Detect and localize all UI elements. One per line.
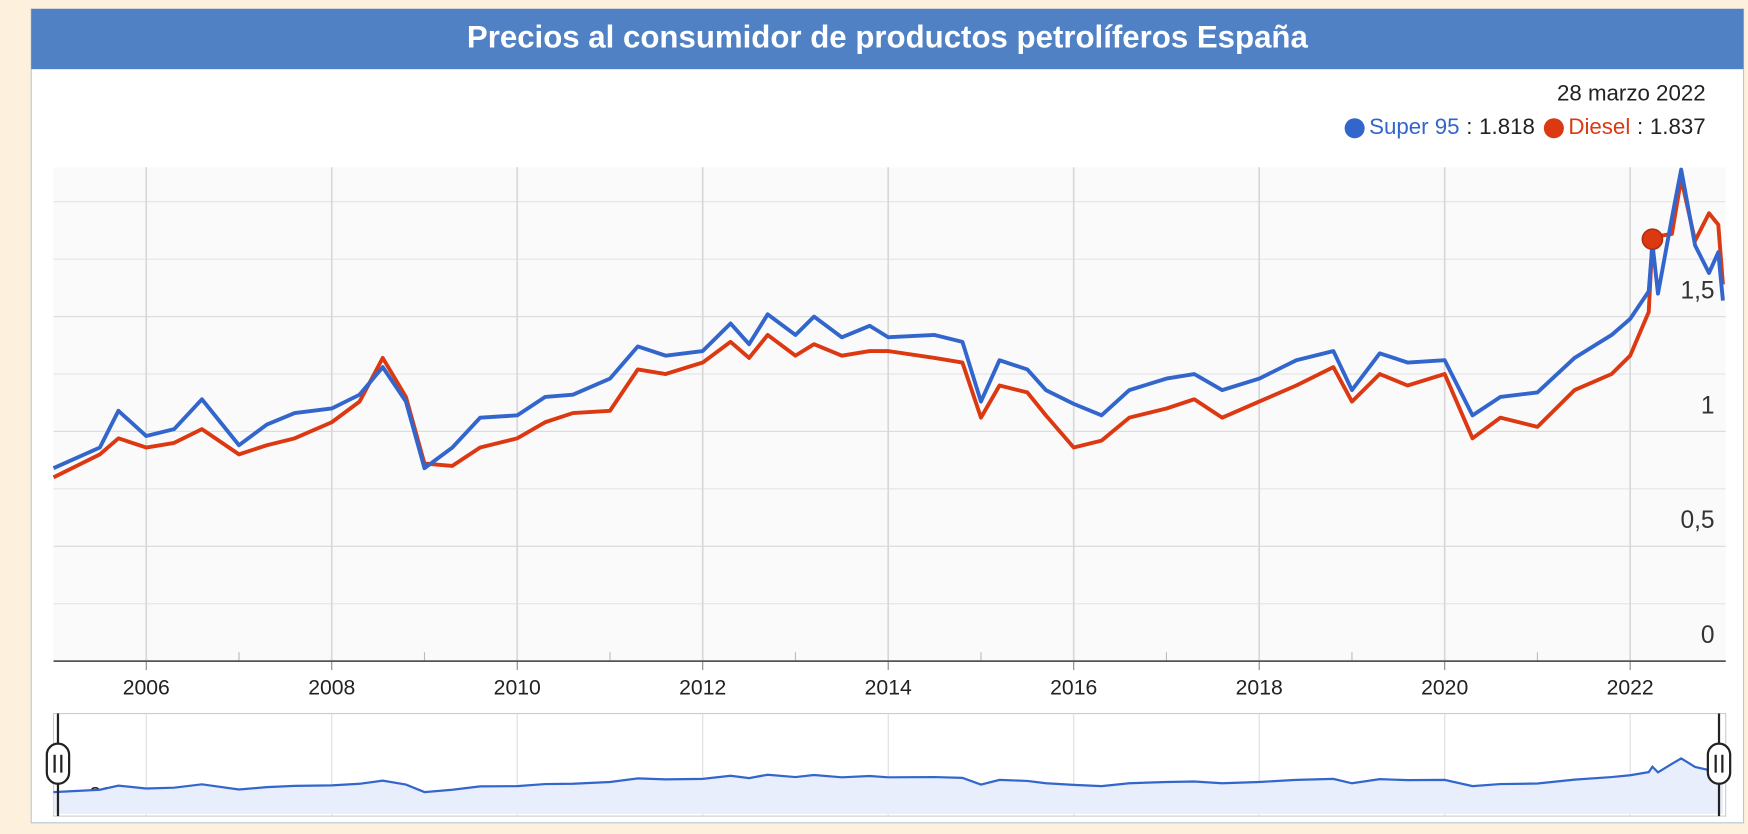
legend-date: 28 marzo 2022 (1557, 81, 1706, 106)
title-bar (31, 8, 1744, 70)
legend-separator: : (1466, 114, 1472, 139)
navigator-fill (53, 758, 1723, 814)
y-tick-label: 1 (1701, 392, 1715, 419)
x-tick-label: 2022 (1607, 677, 1654, 700)
legend-label: Super 95 (1369, 114, 1459, 139)
legend-value: 1.818 (1479, 114, 1535, 139)
x-tick-label: 2006 (123, 677, 170, 700)
x-tick-label: 2016 (1050, 677, 1097, 700)
legend-label: Diesel (1568, 114, 1630, 139)
y-tick-label: 0 (1701, 622, 1715, 649)
hover-dot (1641, 228, 1664, 251)
legend-dot (1543, 118, 1564, 139)
series-line (52, 167, 1725, 471)
legend-separator: : (1637, 114, 1643, 139)
y-tick-label: 0,5 (1680, 507, 1714, 534)
x-tick-label: 2020 (1421, 677, 1468, 700)
x-tick-label: 2010 (494, 677, 541, 700)
navigator-handle[interactable] (45, 742, 71, 785)
series-line (52, 176, 1725, 480)
chart-title: Precios al consumidor de productos petro… (467, 19, 1309, 54)
navigator-line (53, 757, 1724, 794)
x-tick-label: 2014 (865, 677, 912, 700)
navigator-handle[interactable] (1706, 742, 1732, 785)
x-tick-label: 2018 (1236, 677, 1283, 700)
y-tick-label: 1,5 (1680, 278, 1714, 305)
x-tick-label: 2008 (308, 677, 355, 700)
x-tick-label: 2012 (679, 677, 726, 700)
legend-value: 1.837 (1650, 114, 1706, 139)
legend-dot (1344, 118, 1365, 139)
